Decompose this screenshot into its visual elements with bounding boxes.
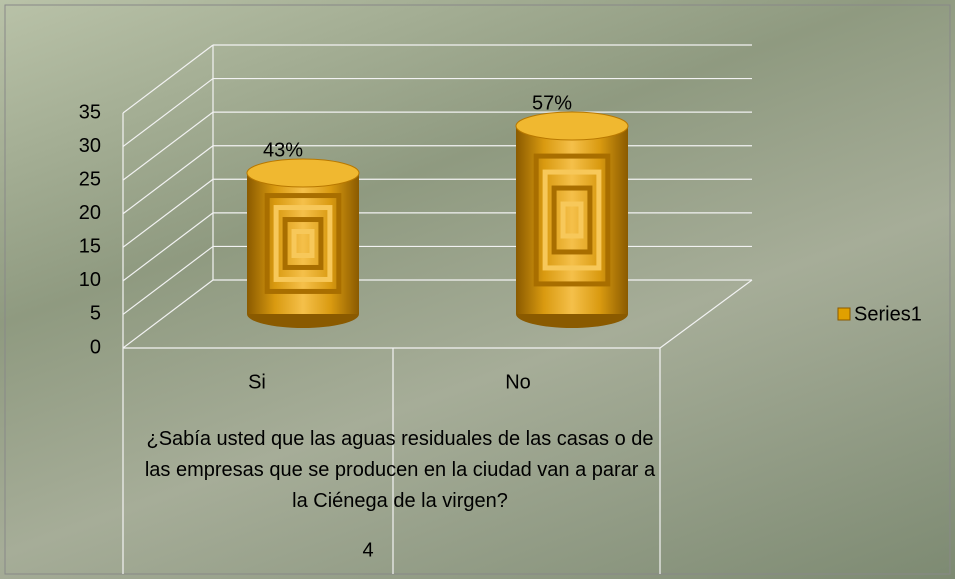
floor-edge [660, 280, 752, 348]
y-tick-label: 35 [79, 101, 101, 123]
bar-top [516, 112, 628, 140]
y-tick-label: 30 [79, 135, 101, 157]
legend-swatch [838, 308, 850, 320]
grid-line [123, 246, 213, 314]
grid-line [123, 146, 213, 214]
grid-line [123, 213, 213, 281]
bar-top [247, 159, 359, 187]
y-tick-label: 20 [79, 202, 101, 224]
grid-line [123, 79, 213, 147]
x-axis-title: ¿Sabía usted que las aguas residuales de… [140, 424, 660, 517]
data-label: 43% [263, 139, 303, 161]
grid-line [123, 45, 213, 113]
screenshot: 0 5 10 15 20 25 30 35 43% Si 57% No 4 Series1 ¿Sabía … [0, 0, 955, 579]
y-tick-label: 0 [90, 336, 101, 358]
data-label: 57% [532, 92, 572, 114]
y-tick-label: 25 [79, 168, 101, 190]
legend-label: Series1 [854, 303, 922, 325]
x-tick-label: Si [248, 371, 266, 393]
footnote: 4 [362, 539, 373, 561]
grid-line [123, 112, 213, 180]
x-tick-label: No [505, 371, 531, 393]
grid-line [123, 179, 213, 247]
y-tick-label: 10 [79, 269, 101, 291]
y-tick-label: 5 [90, 303, 101, 325]
y-tick-label: 15 [79, 236, 101, 258]
grid-line [123, 280, 213, 348]
